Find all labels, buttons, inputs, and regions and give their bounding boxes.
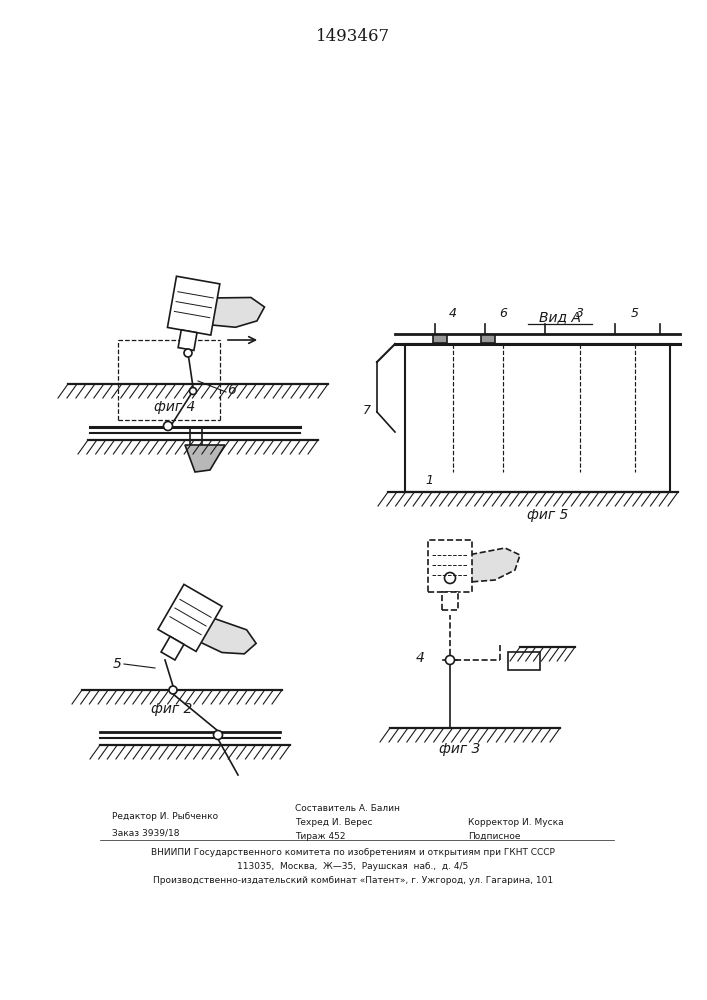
Text: 7: 7 <box>363 403 371 416</box>
Polygon shape <box>185 617 256 654</box>
Circle shape <box>445 572 455 584</box>
Text: 1: 1 <box>425 474 433 487</box>
Text: ВНИИПИ Государственного комитета по изобретениям и открытиям при ГКНТ СССР: ВНИИПИ Государственного комитета по изоб… <box>151 848 555 857</box>
Bar <box>508 652 540 670</box>
Polygon shape <box>192 297 264 327</box>
Polygon shape <box>185 445 225 472</box>
Text: 5: 5 <box>112 657 122 671</box>
Text: Редактор И. Рыбченко: Редактор И. Рыбченко <box>112 812 218 821</box>
Circle shape <box>184 349 192 357</box>
Polygon shape <box>158 584 222 651</box>
Bar <box>405 344 670 492</box>
Text: фиг 5: фиг 5 <box>527 508 568 522</box>
Polygon shape <box>428 540 472 592</box>
Text: 4: 4 <box>449 307 457 320</box>
Text: фиг 4: фиг 4 <box>154 400 196 414</box>
Text: фиг 2: фиг 2 <box>151 702 193 716</box>
Text: 3: 3 <box>576 307 584 320</box>
Circle shape <box>445 656 455 664</box>
Text: 6: 6 <box>499 307 507 320</box>
Text: 6: 6 <box>228 383 236 397</box>
Text: фиг 3: фиг 3 <box>439 742 481 756</box>
Bar <box>433 335 447 343</box>
Text: Производственно-издательский комбинат «Патент», г. Ужгород, ул. Гагарина, 101: Производственно-издательский комбинат «П… <box>153 876 553 885</box>
Polygon shape <box>168 276 220 335</box>
Text: 1493467: 1493467 <box>316 28 390 45</box>
Circle shape <box>214 730 223 740</box>
Polygon shape <box>450 548 520 582</box>
Polygon shape <box>161 636 184 660</box>
Text: Тираж 452: Тираж 452 <box>295 832 346 841</box>
Text: Составитель А. Балин: Составитель А. Балин <box>295 804 400 813</box>
Text: Подписное: Подписное <box>468 832 520 841</box>
Circle shape <box>163 422 173 430</box>
Text: Заказ 3939/18: Заказ 3939/18 <box>112 828 180 837</box>
Text: Вид А: Вид А <box>539 310 581 324</box>
Circle shape <box>189 387 197 394</box>
Polygon shape <box>178 330 197 350</box>
Text: 4: 4 <box>416 651 425 665</box>
Text: Корректор И. Муска: Корректор И. Муска <box>468 818 563 827</box>
Bar <box>481 335 495 343</box>
Polygon shape <box>442 592 458 610</box>
Text: Техред И. Верес: Техред И. Верес <box>295 818 373 827</box>
Text: 5: 5 <box>631 307 639 320</box>
Text: 113035,  Москва,  Ж—35,  Раушская  наб.,  д. 4/5: 113035, Москва, Ж—35, Раушская наб., д. … <box>238 862 469 871</box>
Circle shape <box>169 686 177 694</box>
